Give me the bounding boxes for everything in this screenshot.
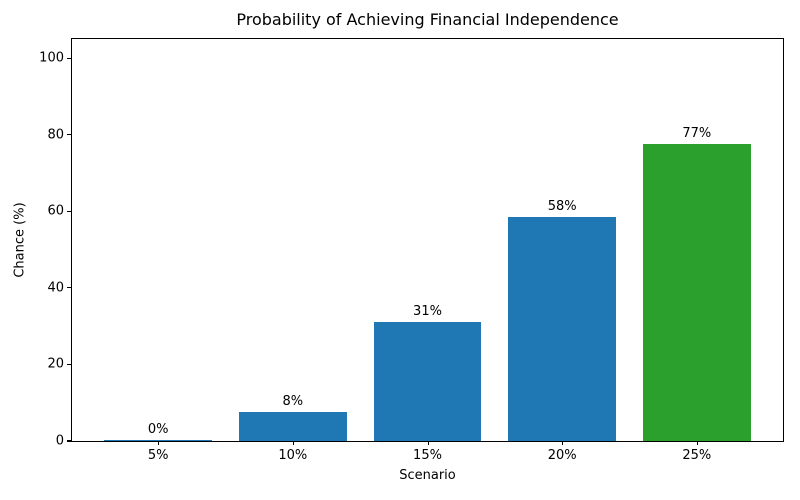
x-tick-label: 5% xyxy=(147,448,169,463)
bar-value-label: 8% xyxy=(282,393,304,409)
y-tick-label: 80 xyxy=(47,127,64,143)
bar-value-label: 58% xyxy=(547,199,577,215)
bar-10% xyxy=(238,411,347,441)
x-tick-label: 20% xyxy=(547,448,577,463)
x-tick-mark xyxy=(427,441,429,445)
y-tick-label: 60 xyxy=(47,203,64,219)
bar-5% xyxy=(104,439,213,441)
x-axis-label: Scenario xyxy=(399,468,456,483)
x-tick-mark xyxy=(292,441,295,445)
chart-title: Probability of Achieving Financial Indep… xyxy=(236,10,619,29)
bar-value-label: 0% xyxy=(147,421,169,437)
bar-value-label: 77% xyxy=(682,126,712,142)
y-tick-mark xyxy=(67,440,71,442)
bar-25% xyxy=(642,144,751,441)
y-tick-mark xyxy=(67,363,71,366)
y-tick-mark xyxy=(67,287,71,289)
x-tick-label: 10% xyxy=(278,448,308,463)
y-tick-mark xyxy=(67,134,71,136)
y-tick-label: 100 xyxy=(39,50,64,66)
y-tick-mark xyxy=(67,210,71,212)
plot-area: 0% 8% 31% 58% 77% xyxy=(71,38,784,442)
x-tick-label: 15% xyxy=(413,448,442,463)
y-tick-label: 40 xyxy=(47,280,64,296)
x-tick-mark xyxy=(562,441,564,445)
y-tick-label: 0 xyxy=(55,433,64,449)
bar-20% xyxy=(508,217,616,441)
y-tick-mark xyxy=(67,57,71,59)
x-tick-mark xyxy=(696,441,698,445)
y-tick-label: 20 xyxy=(47,356,64,372)
bar-15% xyxy=(373,321,482,441)
x-tick-mark xyxy=(158,441,160,445)
x-tick-label: 25% xyxy=(682,448,712,463)
bar-value-label: 31% xyxy=(413,303,442,319)
